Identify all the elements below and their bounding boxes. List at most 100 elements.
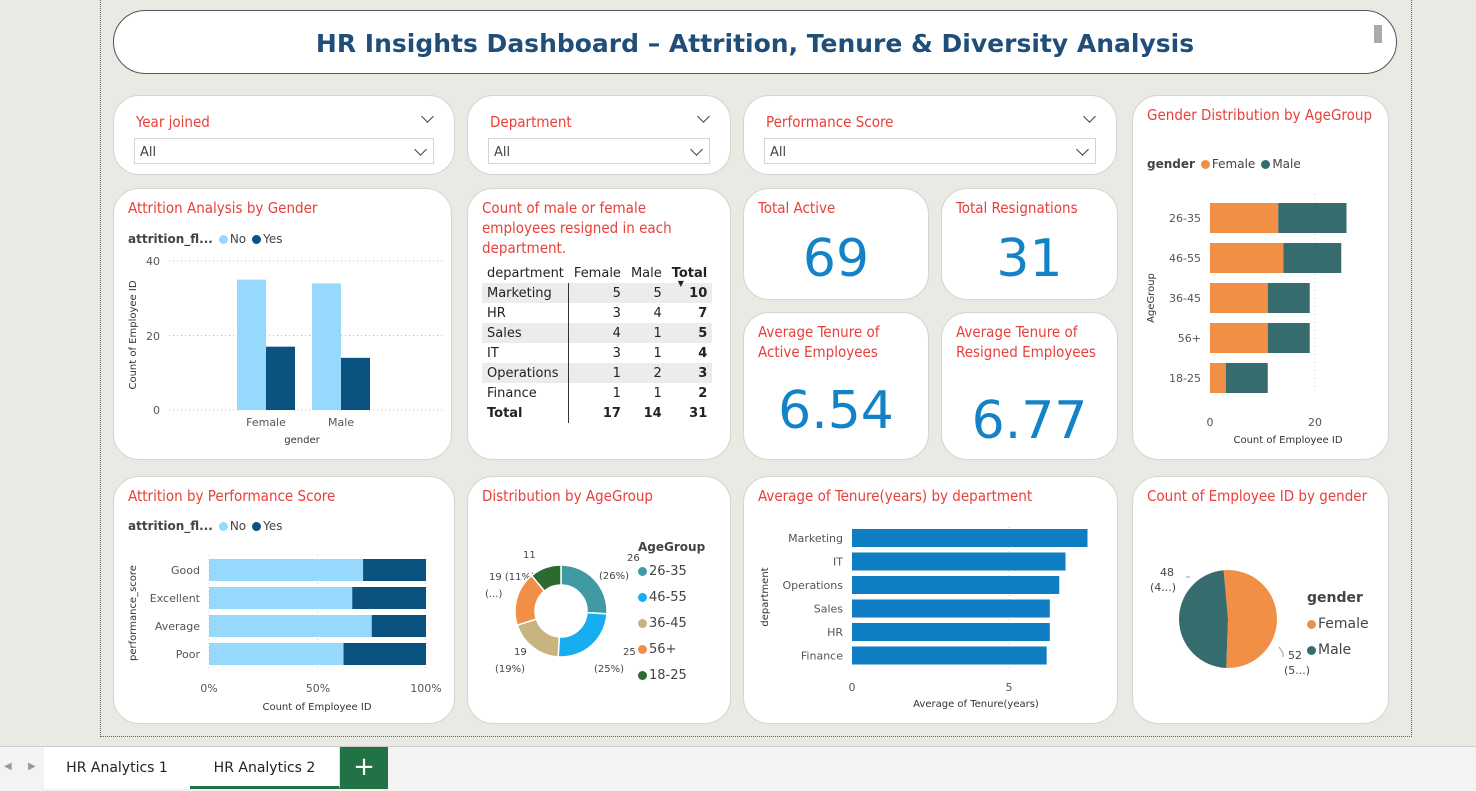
tick-label-x: Male — [328, 416, 354, 429]
legend-label: 18-25 — [649, 668, 687, 683]
bar-operations — [852, 576, 1060, 594]
legend-dot — [218, 235, 228, 244]
slicer-value: All — [494, 145, 511, 160]
column-header[interactable]: Male — [630, 265, 662, 281]
legend-label: 56+ — [649, 642, 677, 657]
slicer-dropdown[interactable]: All — [764, 138, 1096, 164]
legend-item[interactable]: No — [229, 232, 247, 246]
legend-item[interactable]: Female — [1211, 157, 1256, 171]
legend-item[interactable]: 36-45 — [638, 611, 705, 637]
legend-title: gender — [1307, 590, 1363, 606]
table-cell: 17 — [602, 405, 621, 421]
legend-title: gender — [1147, 157, 1195, 171]
bar-male-46-55 — [1283, 243, 1342, 273]
kpi-total-active[interactable]: Total Active 69 — [743, 188, 929, 300]
legend-dot — [1261, 160, 1271, 169]
kpi-avg-tenure-active[interactable]: Average Tenure of Active Employees 6.54 — [743, 312, 929, 460]
kpi-value: 6.77 — [971, 391, 1088, 451]
bar-female-26-35 — [1210, 203, 1279, 233]
chart-title: Average of Tenure(years) by department — [758, 487, 1033, 505]
tab-hr-analytics-1[interactable]: HR Analytics 1 — [44, 747, 191, 789]
kpi-total-resignations[interactable]: Total Resignations 31 — [941, 188, 1118, 300]
header-scrollbar[interactable] — [1374, 25, 1382, 43]
slice-label: 11 — [523, 550, 536, 561]
axis-label-y: performance_score — [128, 565, 139, 661]
table-row: IT 3 1 4 — [482, 343, 712, 363]
kpi-label: Average Tenure of Resigned Employees — [956, 323, 1096, 361]
legend-item[interactable]: 56+ — [638, 637, 705, 663]
tick-label-x: 0 — [1207, 416, 1214, 429]
legend-title: attrition_fl... — [128, 519, 213, 533]
tab-scroll-left-icon[interactable]: ◀ — [4, 761, 12, 772]
tab-scroll-right-icon[interactable]: ▶ — [28, 761, 36, 772]
table-cell: 1 — [653, 345, 662, 361]
legend-label: 36-45 — [649, 616, 687, 631]
bar-female-36-45 — [1210, 283, 1268, 313]
column-header[interactable]: department — [487, 265, 564, 281]
slicer-dropdown[interactable]: All — [488, 138, 710, 164]
slicer-dropdown[interactable]: All — [134, 138, 434, 164]
legend-item[interactable]: Yes — [263, 519, 283, 533]
chevron-down-icon — [414, 143, 427, 156]
slice-label: 19 — [514, 647, 527, 658]
slice-label: (25%) — [594, 664, 624, 675]
legend-item-male[interactable]: Male — [1307, 637, 1369, 663]
agegroup-gender-chart[interactable]: Gender Distribution by AgeGroup gender Fe… — [1132, 95, 1389, 460]
table-cell: 5 — [625, 283, 667, 303]
kpi-value: 6.54 — [778, 381, 894, 441]
pie-slice-female — [1223, 570, 1278, 668]
bar-sales — [852, 599, 1050, 618]
axis-label-y: department — [760, 567, 771, 626]
tick-label-y: IT — [833, 556, 843, 569]
table-row: Finance 1 1 2 — [482, 383, 712, 403]
age-donut-svg: 26 (26%) 25 (25%) 19 (19%) 19 (11%) (...… — [485, 550, 640, 675]
kpi-avg-tenure-resigned[interactable]: Average Tenure of Resigned Employees 6.7… — [941, 312, 1118, 460]
bar-no-good — [209, 559, 364, 581]
gender-attrition-chart[interactable]: Attrition Analysis by Gender attrition_f… — [113, 188, 452, 460]
bar-yes-poor — [343, 643, 426, 665]
table-cell: HR — [482, 303, 570, 323]
tick-label-x: Female — [246, 416, 286, 429]
tenure-dept-chart[interactable]: Average of Tenure(years) by department d… — [743, 476, 1118, 724]
tick-label-x: 0 — [849, 681, 856, 694]
legend-item[interactable]: Yes — [263, 232, 283, 246]
bar-yes-female — [266, 346, 295, 410]
legend-item[interactable]: 26-35 — [638, 559, 705, 585]
bar-no-poor — [209, 643, 344, 665]
tick-label-y: Good — [171, 564, 200, 577]
legend-items: 26-35 46-55 36-45 56+ 18-25 — [638, 559, 705, 689]
kpi-label: Average Tenure of Active Employees — [758, 323, 880, 361]
kpi-value: 69 — [802, 229, 870, 289]
tick-label-x: 0% — [200, 682, 217, 695]
legend-item-female[interactable]: Female — [1307, 611, 1369, 637]
chart-legend: attrition_fl... No Yes — [128, 519, 283, 533]
legend-item[interactable]: 18-25 — [638, 663, 705, 689]
table-cell: Total — [482, 403, 570, 423]
legend-label: Male — [1318, 642, 1352, 658]
perf-attrition-chart[interactable]: Attrition by Performance Score attrition… — [113, 476, 455, 724]
table-cell: 4 — [653, 305, 662, 321]
add-page-button[interactable]: + — [340, 747, 388, 789]
legend-item[interactable]: 46-55 — [638, 585, 705, 611]
column-header[interactable]: Total ▼ — [667, 263, 713, 289]
chart-legend: AgeGroup 26-35 46-55 36-45 56+ 18-25 — [638, 539, 705, 689]
column-header[interactable]: Female — [573, 265, 621, 281]
table-cell: Marketing — [482, 283, 570, 303]
table-cell: 2 — [698, 385, 708, 401]
bar-no-average — [209, 615, 372, 637]
slicer-year-joined[interactable]: Year joined All — [113, 95, 455, 175]
age-donut-chart[interactable]: Distribution by AgeGroup 26 (26%) 25 (25… — [467, 476, 731, 724]
table-cell: 5 — [666, 323, 713, 343]
slicer-department[interactable]: Department All — [467, 95, 731, 175]
table-cell: Finance — [482, 383, 570, 403]
legend-item[interactable]: No — [229, 519, 247, 533]
legend-item[interactable]: Male — [1272, 157, 1301, 171]
resigned-matrix-card[interactable]: Count of male or female employees resign… — [467, 188, 731, 460]
slicer-label: Performance Score — [766, 113, 894, 131]
tab-hr-analytics-2[interactable]: HR Analytics 2 — [190, 747, 340, 789]
gender-pie-chart[interactable]: Count of Employee ID by gender 48 (4...)… — [1132, 476, 1389, 724]
bar-male-36-45 — [1267, 283, 1310, 313]
bar-no-female — [237, 279, 266, 410]
slicer-performance-score[interactable]: Performance Score All — [743, 95, 1117, 175]
bar-no-excellent — [209, 587, 353, 609]
